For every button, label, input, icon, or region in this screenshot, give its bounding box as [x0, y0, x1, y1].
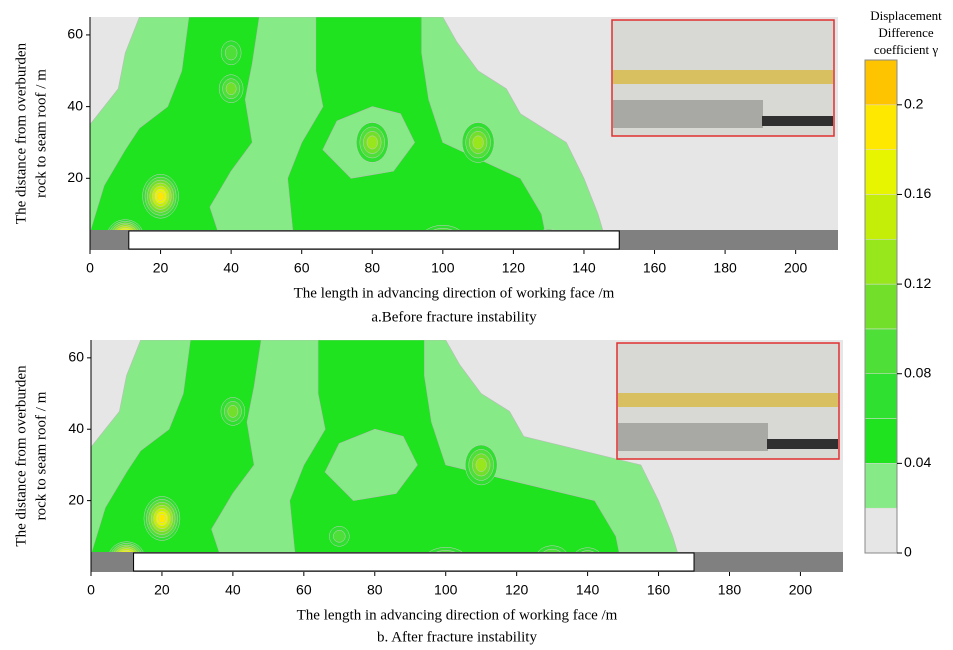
- x-axis-label: The length in advancing direction of wor…: [294, 285, 615, 301]
- colorbar-frame: [864, 59, 898, 554]
- x-tick-label: 60: [296, 582, 312, 598]
- colorbar-band: [864, 373, 898, 419]
- contour-hotspot: [472, 135, 484, 150]
- x-tick-label: 20: [154, 582, 170, 598]
- y-tick-label: 40: [68, 420, 84, 436]
- colorbar-band: [864, 194, 898, 240]
- x-tick-label: 100: [434, 582, 458, 598]
- colorbar-band: [864, 239, 898, 285]
- colorbar-title: Displacement: [870, 8, 942, 23]
- x-tick-label: 40: [223, 260, 239, 276]
- contour-hotspot: [225, 82, 237, 95]
- contour-hotspot: [156, 191, 165, 201]
- colorbar-band: [864, 463, 898, 509]
- y-axis-label: rock to seam roof / m: [33, 69, 49, 198]
- inset-band: [613, 70, 833, 84]
- x-tick-label: 0: [86, 260, 94, 276]
- x-tick-label: 160: [647, 582, 671, 598]
- colorbar-title: Difference: [878, 25, 934, 40]
- contour-region: [91, 340, 262, 572]
- y-tick-label: 20: [67, 169, 83, 185]
- excavation: [133, 552, 695, 572]
- inset-seam: [762, 116, 833, 126]
- contour-hotspot: [158, 513, 166, 524]
- caption: b. After fracture instability: [377, 629, 537, 645]
- x-axis-label: The length in advancing direction of wor…: [297, 607, 618, 623]
- colorbar-band: [864, 59, 898, 106]
- x-tick-label: 180: [718, 582, 742, 598]
- y-axis-label: The distance from overburden: [13, 365, 29, 547]
- excavation: [128, 230, 620, 250]
- x-tick-label: 140: [576, 582, 600, 598]
- y-tick-label: 20: [68, 491, 84, 507]
- colorbar-band: [864, 418, 898, 464]
- x-tick-label: 200: [784, 260, 808, 276]
- contour-hotspot: [366, 135, 378, 150]
- colorbar-tick-label: 0.12: [904, 275, 931, 291]
- colorbar-band: [864, 149, 898, 195]
- colorbar-title: coefficient γ: [874, 42, 939, 57]
- x-tick-label: 120: [505, 582, 529, 598]
- y-axis-label: rock to seam roof / m: [33, 391, 49, 520]
- x-tick-label: 0: [87, 582, 95, 598]
- x-tick-label: 20: [153, 260, 169, 276]
- x-tick-label: 40: [225, 582, 241, 598]
- inset-seam: [767, 439, 838, 449]
- contour-hotspot: [475, 458, 487, 472]
- x-tick-label: 80: [364, 260, 380, 276]
- x-tick-label: 140: [572, 260, 596, 276]
- colorbar-tick-label: 0: [904, 544, 912, 560]
- colorbar-tick-label: 0.2: [904, 96, 924, 112]
- caption: a.Before fracture instability: [371, 309, 537, 325]
- inset-rubble: [613, 100, 763, 128]
- colorbar-tick-label: 0.08: [904, 364, 931, 380]
- colorbar-band: [864, 328, 898, 374]
- inset-rubble: [618, 423, 768, 451]
- colorbar-tick-label: 0.04: [904, 454, 931, 470]
- x-tick-label: 120: [502, 260, 526, 276]
- x-tick-label: 100: [431, 260, 455, 276]
- contour-hotspot: [227, 405, 239, 418]
- colorbar-band: [864, 283, 898, 330]
- x-tick-label: 160: [643, 260, 667, 276]
- y-tick-label: 60: [68, 349, 84, 365]
- colorbar-tick-label: 0.16: [904, 185, 931, 201]
- contour-hotspot: [224, 45, 238, 61]
- x-tick-label: 60: [294, 260, 310, 276]
- y-tick-label: 40: [67, 97, 83, 113]
- colorbar-band: [864, 104, 898, 150]
- y-tick-label: 60: [67, 26, 83, 42]
- inset-band: [618, 393, 838, 407]
- colorbar-band: [864, 507, 898, 554]
- contour-hotspot: [333, 530, 346, 543]
- x-tick-label: 80: [367, 582, 383, 598]
- y-axis-label: The distance from overburden: [13, 42, 29, 224]
- contour-region: [90, 17, 260, 250]
- contour-region: [324, 428, 418, 501]
- x-tick-label: 200: [789, 582, 813, 598]
- x-tick-label: 180: [713, 260, 737, 276]
